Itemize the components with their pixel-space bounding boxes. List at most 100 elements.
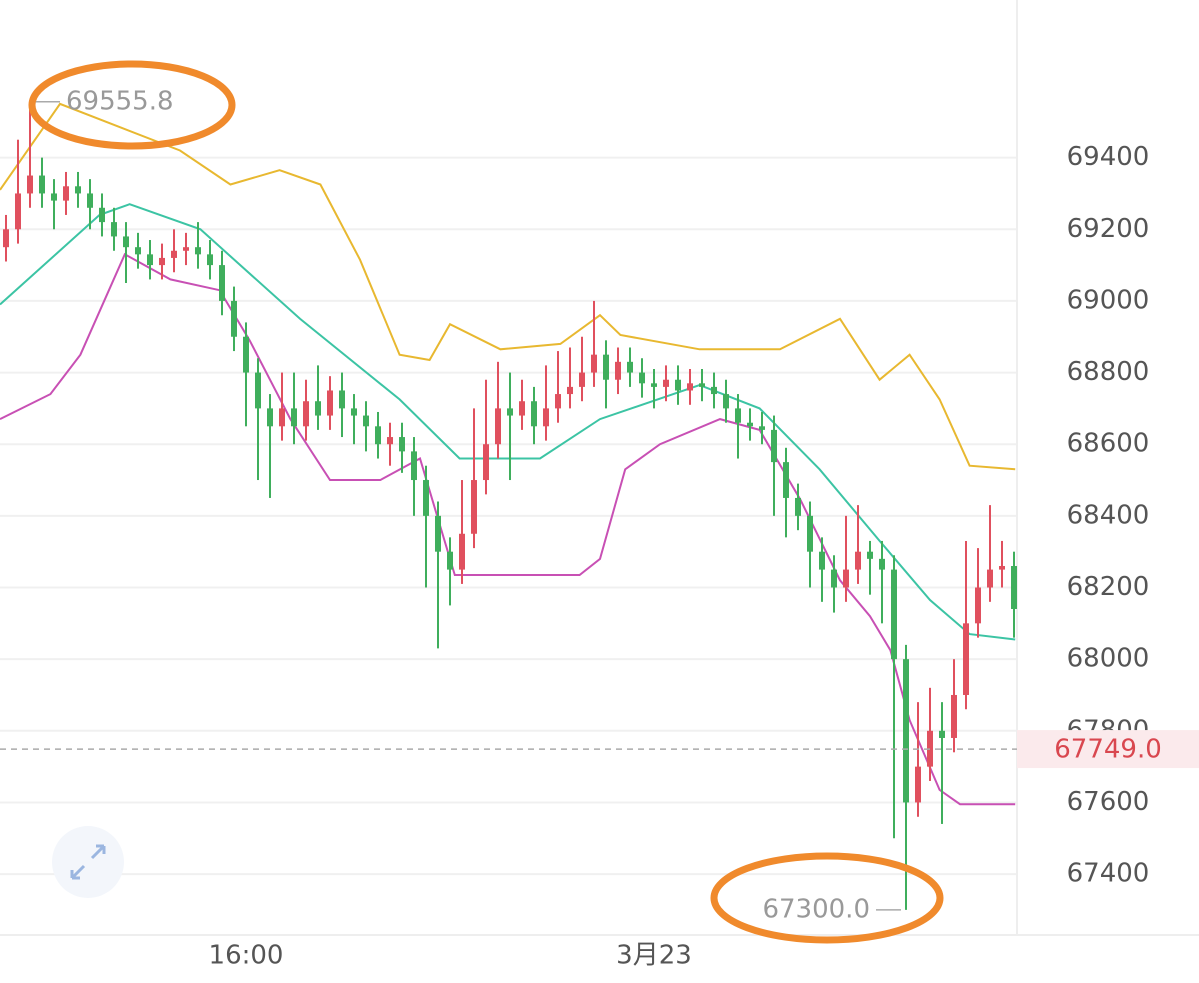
- candle-body: [255, 372, 261, 409]
- candle-body: [327, 390, 333, 416]
- candle-body: [879, 558, 885, 570]
- candle-body: [279, 408, 285, 427]
- y-tick-label: 68800: [1067, 357, 1150, 387]
- candle-body: [903, 659, 909, 803]
- candle-body: [483, 444, 489, 481]
- candle-body: [615, 361, 621, 380]
- candle-body: [351, 408, 357, 416]
- candle-body: [339, 390, 345, 409]
- candle-body: [999, 566, 1005, 570]
- y-tick-label: 67400: [1067, 859, 1150, 889]
- candle-body: [471, 480, 477, 534]
- candle-body: [411, 451, 417, 481]
- highlight-ellipse: [28, 60, 236, 150]
- candle-body: [519, 401, 525, 416]
- candle-body: [231, 300, 237, 337]
- y-tick-label: 69400: [1067, 142, 1150, 172]
- candle-body: [51, 193, 57, 201]
- candle-body: [267, 408, 273, 427]
- highlight-ellipse: [710, 852, 944, 944]
- candle-body: [843, 569, 849, 588]
- candle-body: [375, 426, 381, 445]
- candle-body: [651, 383, 657, 387]
- candle-body: [807, 515, 813, 552]
- candle-body: [819, 551, 825, 570]
- candle-body: [591, 354, 597, 373]
- last-price-label: 67749.0: [1054, 735, 1162, 765]
- candle-body: [111, 222, 117, 237]
- candle-body: [831, 569, 837, 588]
- candle-body: [711, 386, 717, 395]
- candle-body: [303, 401, 309, 427]
- x-tick-label: 16:00: [209, 941, 284, 971]
- candle-body: [987, 569, 993, 588]
- expand-button[interactable]: [52, 826, 124, 898]
- candle-body: [399, 437, 405, 452]
- y-tick-label: 68000: [1067, 644, 1150, 674]
- candle-body: [855, 551, 861, 570]
- candle-body: [555, 394, 561, 409]
- min-label: 67300.0: [762, 894, 870, 924]
- candle-body: [579, 372, 585, 387]
- candle-body: [15, 193, 21, 230]
- candle-body: [195, 247, 201, 255]
- candle-body: [159, 257, 165, 266]
- candle-body: [963, 623, 969, 695]
- max-label: 69555.8: [66, 86, 174, 116]
- candle-body: [891, 569, 897, 660]
- candle-body: [723, 394, 729, 409]
- candle-body: [3, 229, 9, 248]
- candle-body: [147, 254, 153, 266]
- candle-body: [735, 408, 741, 423]
- candle-body: [567, 386, 573, 395]
- candle-body: [759, 426, 765, 430]
- candle-body: [423, 480, 429, 516]
- candle-body: [207, 254, 213, 266]
- candle-body: [387, 437, 393, 445]
- candle-body: [939, 730, 945, 738]
- candle-body: [867, 551, 873, 559]
- y-tick-label: 67600: [1067, 787, 1150, 817]
- candle-body: [171, 250, 177, 258]
- candle-body: [687, 383, 693, 391]
- candle-body: [603, 354, 609, 380]
- candle-body: [75, 186, 81, 194]
- candle-body: [543, 408, 549, 427]
- candle-body: [27, 175, 33, 194]
- plot: [0, 101, 1017, 910]
- overlay: 69555.8 67300.0 67749.0: [0, 86, 1199, 924]
- y-tick-label: 68400: [1067, 500, 1150, 530]
- candle-body: [447, 551, 453, 570]
- candle-body: [663, 379, 669, 387]
- candle-body: [795, 497, 801, 516]
- candle-body: [63, 186, 69, 201]
- last-price-box: [1017, 730, 1199, 769]
- candle-body: [243, 336, 249, 373]
- candle-body: [915, 766, 921, 803]
- candle-body: [315, 401, 321, 416]
- candle-body: [783, 462, 789, 498]
- band-line: [0, 102, 1016, 471]
- band-line: [0, 203, 1016, 641]
- candle-body: [495, 408, 501, 445]
- candle-body: [951, 694, 957, 738]
- y-tick-label: 68600: [1067, 429, 1150, 459]
- candle-body: [1011, 566, 1017, 610]
- candle-body: [435, 515, 441, 552]
- band-line: [0, 252, 1016, 806]
- x-tick-label: 3月23: [616, 941, 692, 971]
- candle-body: [531, 401, 537, 427]
- candle-body: [183, 247, 189, 251]
- candle-body: [627, 361, 633, 373]
- candle-body: [699, 383, 705, 387]
- candle-body: [675, 379, 681, 391]
- candle-body: [135, 247, 141, 255]
- candle-body: [39, 175, 45, 194]
- candle-body: [99, 207, 105, 223]
- candle-body: [639, 372, 645, 384]
- candle-body: [975, 587, 981, 624]
- candle-body: [459, 533, 465, 570]
- grid: 6740067600678006800068200684006860068800…: [0, 142, 1150, 971]
- candle-body: [219, 265, 225, 301]
